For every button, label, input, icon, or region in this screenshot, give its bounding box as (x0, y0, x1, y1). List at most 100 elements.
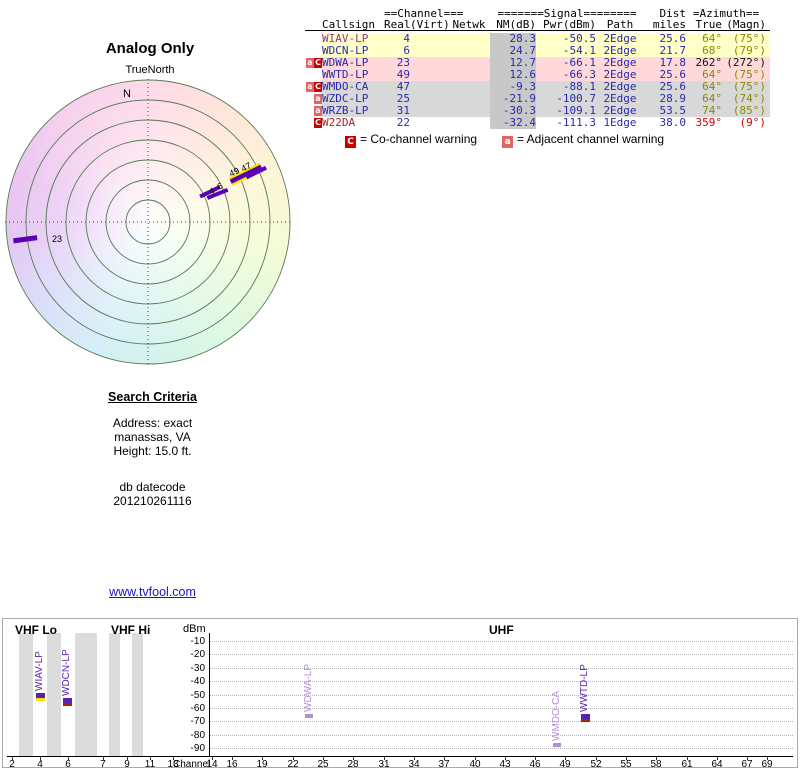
station-label: WWTD-LP (579, 664, 590, 712)
x-tick-label: 40 (469, 759, 481, 770)
adjacent-warning-badge: a (306, 82, 314, 92)
cell-miles: 25.6 (659, 80, 687, 93)
x-tick-label: 22 (287, 759, 299, 770)
y-tick-label: -40 (190, 676, 205, 687)
bar-wiav-lp (36, 693, 45, 698)
radar-rings (5, 79, 291, 365)
cell-nm: -30.3 (490, 105, 536, 117)
x-tick (565, 757, 566, 760)
gridline (209, 641, 793, 642)
adjacent-warning-badge: a (314, 106, 322, 116)
spoke-ch23 (13, 235, 38, 244)
north-label: N (123, 88, 131, 100)
channel-band-stripe (47, 633, 61, 756)
col-true: True (695, 18, 723, 31)
x-tick-label: 28 (347, 759, 359, 770)
x-tick-label: 11 (144, 759, 156, 770)
cell-path: 2Edge (603, 44, 637, 57)
site-link-wrap: www.tvfool.com (55, 585, 250, 599)
db-datecode-label: db datecode (119, 480, 186, 494)
x-tick (717, 757, 718, 760)
cell-az-true: 64° (702, 68, 722, 81)
channel-band-stripe (109, 633, 120, 756)
x-tick-label: 69 (761, 759, 773, 770)
spoke-label-ch23: 23 (52, 234, 62, 244)
x-tick (767, 757, 768, 760)
radar-plot: N 4 6 49 47 23 (5, 79, 291, 365)
cell-callsign: W22DA (322, 116, 356, 129)
table-column-header-row: Callsign Real (Virt) Netwk NM(dB) Pwr(dB… (305, 19, 770, 31)
cell-virt (410, 45, 448, 57)
channel-group-header: ==Channel=== (384, 7, 464, 20)
cell-path: 1Edge (603, 116, 637, 129)
cell-miles: 21.7 (659, 44, 687, 57)
bar-wwtd-lp (581, 714, 590, 719)
cell-callsign: WDWA-LP (322, 56, 369, 69)
cell-virt (410, 57, 448, 69)
table-row: WWTD-LP 49 12.6 -66.3 2Edge 25.6 64° (75… (305, 69, 770, 81)
cell-nm: -9.3 (490, 81, 536, 93)
cell-netwk (448, 69, 490, 81)
cell-az-true: 74° (702, 104, 722, 117)
cell-nm: 28.3 (490, 33, 536, 45)
col-pwr: Pwr(dBm) (543, 18, 596, 31)
cell-real: 31 (396, 104, 410, 117)
x-tick-label: 37 (438, 759, 450, 770)
address-value: manassas, VA (114, 430, 191, 444)
cochannel-legend: C = Co-channel warning (345, 133, 477, 148)
channel-band-stripe (75, 633, 97, 756)
station-label: WDWA-LP (303, 664, 314, 712)
adjacent-warning-badge: a (306, 58, 314, 68)
x-tick-label: 4 (37, 759, 43, 770)
cell-az-magn: (9°) (739, 116, 767, 129)
cell-az-magn: (75°) (732, 68, 766, 81)
x-tick (687, 757, 688, 760)
cell-nm: -21.9 (490, 93, 536, 105)
spoke-label-ch47: 47 (239, 160, 252, 173)
cell-virt (410, 69, 448, 81)
table-row: C W22DA 22 -32.4 -111.3 1Edge 38.0 359° … (305, 117, 770, 129)
x-tick (505, 757, 506, 760)
address-mode: Address: exact (112, 416, 193, 430)
carrier-mark-wwtd-lp (581, 719, 590, 722)
cell-pwr: -109.1 (556, 104, 596, 117)
tvfool-link[interactable]: www.tvfool.com (109, 585, 196, 599)
signal-group-header: =======Signal======== (497, 7, 637, 20)
signal-level-chart: VHF Lo VHF Hi dBm UHF -10 -20 -30 -40 -5… (2, 618, 798, 770)
cell-callsign: WWTD-LP (322, 68, 369, 81)
cell-nm: -32.4 (490, 117, 536, 129)
cell-callsign: WZDC-LP (322, 92, 369, 105)
cell-callsign: WIAV-LP (322, 32, 369, 45)
channel-band-stripe (132, 633, 143, 756)
cell-az-true: 359° (695, 116, 723, 129)
x-tick (535, 757, 536, 760)
x-tick (173, 757, 174, 760)
x-tick-label: 52 (590, 759, 602, 770)
cell-pwr: -100.7 (556, 92, 596, 105)
adjacent-warning-badge: a (314, 94, 322, 104)
cell-virt (410, 105, 448, 117)
x-tick-label: 64 (711, 759, 723, 770)
cell-netwk (448, 117, 490, 129)
x-axis-label: Channel (173, 759, 211, 770)
x-tick (323, 757, 324, 760)
cell-pwr: -111.3 (556, 116, 596, 129)
cell-miles: 38.0 (659, 116, 687, 129)
section-vhf-hi: VHF Hi (111, 623, 151, 637)
cell-nm: 24.7 (490, 45, 536, 57)
y-axis-label: dBm (183, 623, 206, 635)
col-real: Real (384, 18, 411, 31)
y-tick-label: -50 (190, 690, 205, 701)
gridline (209, 721, 793, 722)
cell-real: 22 (396, 116, 410, 129)
cell-path: 2Edge (603, 104, 637, 117)
cell-miles: 17.8 (659, 56, 687, 69)
cell-az-magn: (272°) (726, 56, 766, 69)
cell-netwk (448, 33, 490, 45)
cell-netwk (448, 45, 490, 57)
col-miles: miles (652, 18, 686, 31)
cochannel-warning-badge: C (345, 136, 356, 148)
azimuth-group-header: =Azimuth== (692, 7, 760, 20)
cell-path: 2Edge (603, 68, 637, 81)
